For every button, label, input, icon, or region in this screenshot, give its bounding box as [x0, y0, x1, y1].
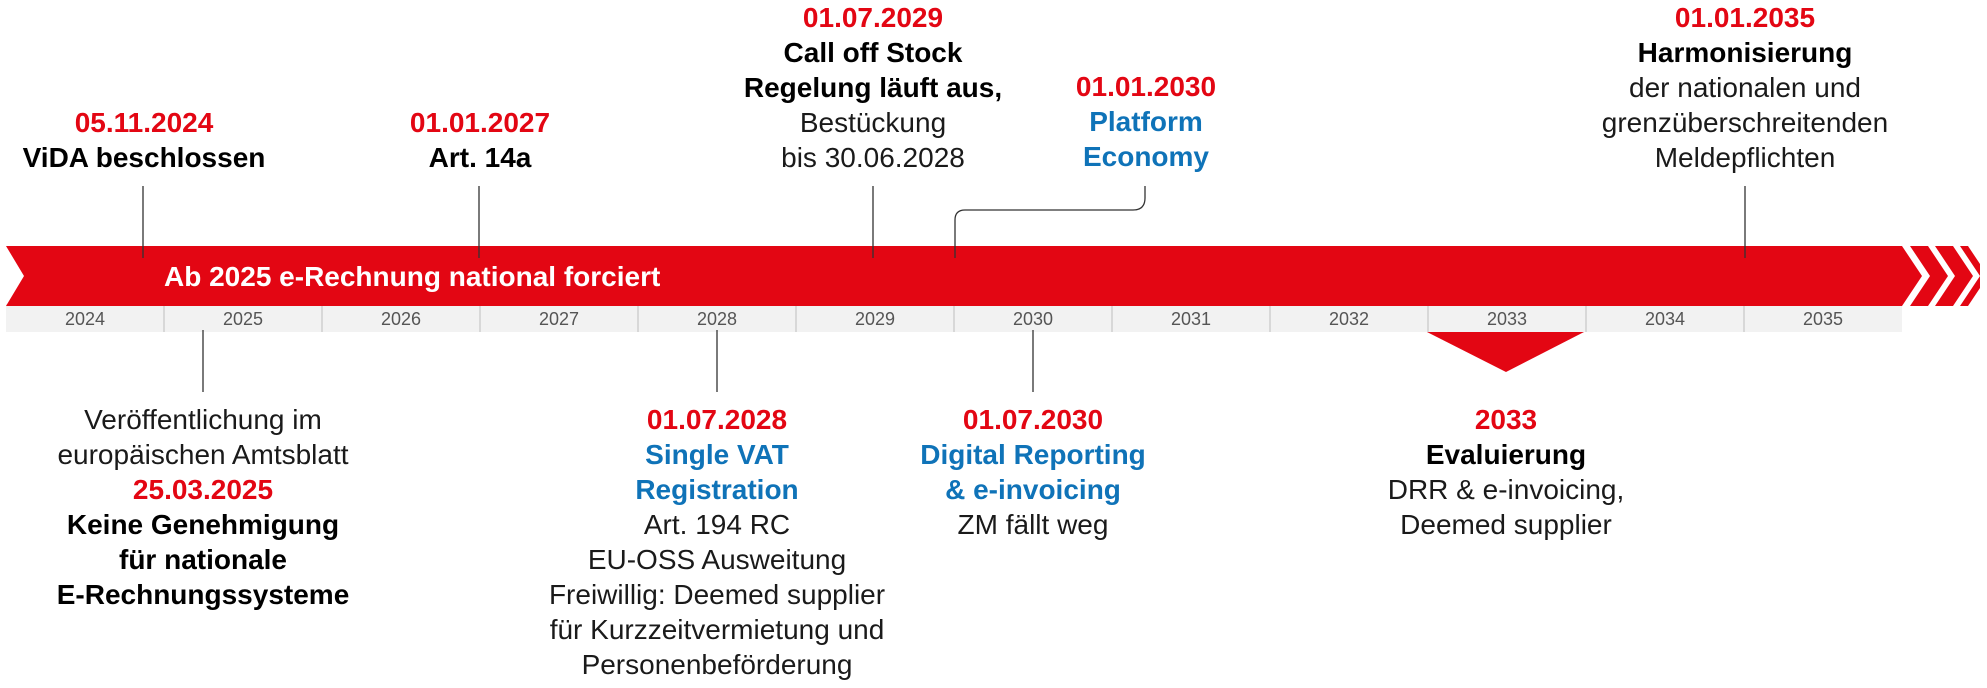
timeline-arrow — [6, 246, 1922, 306]
year-label: 2035 — [1803, 309, 1843, 329]
year-label: 2031 — [1171, 309, 1211, 329]
event-title: Evaluierung — [1425, 439, 1587, 470]
event-title: Digital Reporting — [920, 439, 1146, 470]
event-title: Economy — [1082, 141, 1210, 172]
event-text: europäischen Amtsblatt — [57, 439, 349, 470]
year-label: 2028 — [697, 309, 737, 329]
year-label: 2034 — [1645, 309, 1685, 329]
event-title: Platform — [1089, 106, 1203, 137]
event-title: ViDA beschlossen — [22, 142, 266, 173]
event-text: Art. 194 RC — [643, 509, 791, 540]
event-date: 01.07.2029 — [802, 2, 944, 33]
event-text: bis 30.06.2028 — [781, 142, 965, 173]
event-title: für nationale — [118, 544, 288, 575]
evaluation-marker — [1427, 332, 1584, 372]
event-text: EU-OSS Ausweitung — [587, 544, 847, 575]
event-text: für Kurzzeitvermietung und — [549, 614, 885, 645]
event-publication: Veröffentlichung im europäischen Amtsbla… — [57, 402, 350, 612]
chevron-icon — [1935, 246, 1973, 306]
year-label: 2033 — [1487, 309, 1527, 329]
event-date: 01.01.2035 — [1674, 2, 1816, 33]
year-label: 2025 — [223, 309, 263, 329]
year-label: 2027 — [539, 309, 579, 329]
year-label: 2029 — [855, 309, 895, 329]
event-vida: 05.11.2024 ViDA beschlossen — [23, 105, 266, 175]
event-text: Freiwillig: Deemed supplier — [548, 579, 886, 610]
leader-line-platform — [954, 186, 1146, 258]
event-text: der nationalen und — [1629, 72, 1861, 103]
event-text: Veröffentlichung im — [84, 404, 322, 435]
banner-text: Ab 2025 e-Rechnung national forciert — [164, 261, 660, 292]
event-title: Art. 14a — [428, 142, 532, 173]
event-harmonisierung: 01.01.2035 Harmonisierung der nationalen… — [1602, 0, 1888, 175]
event-date: 25.03.2025 — [132, 474, 274, 505]
event-art14a: 01.01.2027 Art. 14a — [410, 105, 550, 175]
year-cells: 2024 2025 2026 2027 2028 2029 2030 2031 2032 2033… — [65, 304, 1843, 332]
event-text: DRR & e-invoicing, — [1387, 474, 1625, 505]
event-text: Bestückung — [799, 107, 947, 138]
event-call-off-stock: 01.07.2029 Call off Stock Regelung läuft… — [744, 0, 1002, 175]
event-title: Harmonisierung — [1637, 37, 1853, 68]
event-date: 01.07.2030 — [962, 404, 1104, 435]
chevron-icon — [1910, 246, 1948, 306]
event-text: grenzüberschreitenden — [1601, 107, 1889, 138]
event-single-vat: 01.07.2028 Single VAT Registration Art. … — [549, 402, 885, 682]
event-title: Registration — [635, 474, 799, 505]
event-date: 01.07.2028 — [646, 404, 788, 435]
event-evaluierung: 2033 Evaluierung DRR & e-invoicing, Deem… — [1388, 402, 1625, 542]
event-date: 01.01.2027 — [409, 107, 551, 138]
event-title: & e-invoicing — [945, 474, 1121, 505]
event-title: Call off Stock — [783, 37, 963, 68]
event-digital-reporting: 01.07.2030 Digital Reporting & e-invoici… — [920, 402, 1146, 542]
event-date: 01.01.2030 — [1075, 71, 1217, 102]
year-label: 2026 — [381, 309, 421, 329]
event-date: 2033 — [1474, 404, 1538, 435]
event-title: E-Rechnungssysteme — [56, 579, 350, 610]
year-label: 2030 — [1013, 309, 1053, 329]
event-text: Deemed supplier — [1400, 509, 1612, 540]
event-title: Single VAT — [645, 439, 789, 470]
year-label: 2032 — [1329, 309, 1369, 329]
event-date: 05.11.2024 — [74, 107, 214, 138]
event-title: Keine Genehmigung — [66, 509, 340, 540]
event-title: Regelung läuft aus, — [743, 72, 1003, 103]
event-text: Meldepflichten — [1654, 142, 1836, 173]
event-text: ZM fällt weg — [957, 509, 1109, 540]
year-label: 2024 — [65, 309, 105, 329]
chevron-icon — [1960, 246, 1980, 306]
event-text: Personenbeförderung — [581, 649, 853, 680]
event-platform-economy: 01.01.2030 Platform Economy — [1076, 69, 1216, 174]
